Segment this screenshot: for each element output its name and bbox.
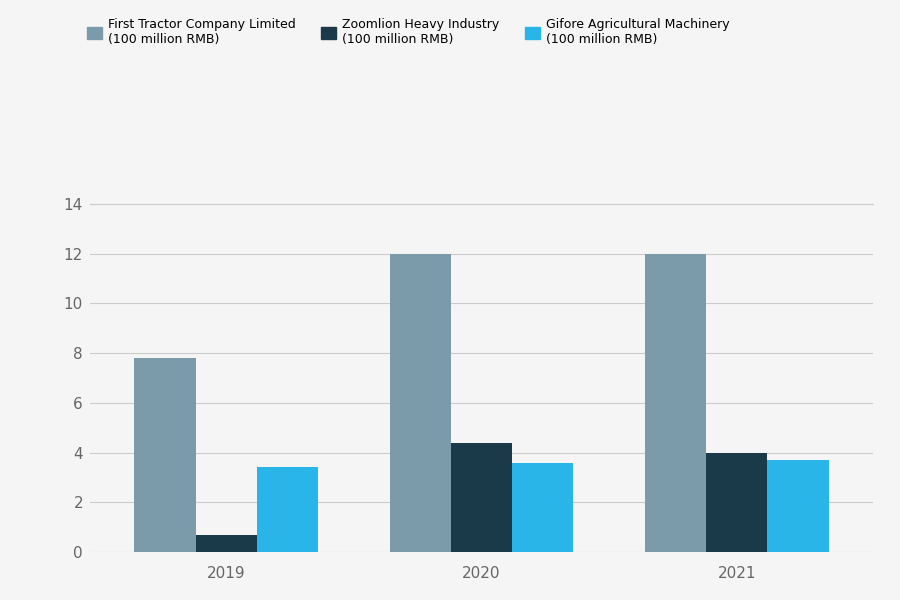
Bar	[195, 535, 256, 552]
Bar	[134, 358, 195, 552]
Bar	[390, 254, 451, 552]
Bar	[451, 443, 512, 552]
Bar	[768, 460, 829, 552]
Legend: First Tractor Company Limited
(100 million RMB), Zoomlion Heavy Industry
(100 mi: First Tractor Company Limited (100 milli…	[87, 18, 730, 46]
Bar	[706, 452, 768, 552]
Bar	[645, 254, 706, 552]
Bar	[512, 463, 573, 552]
Bar	[256, 467, 318, 552]
